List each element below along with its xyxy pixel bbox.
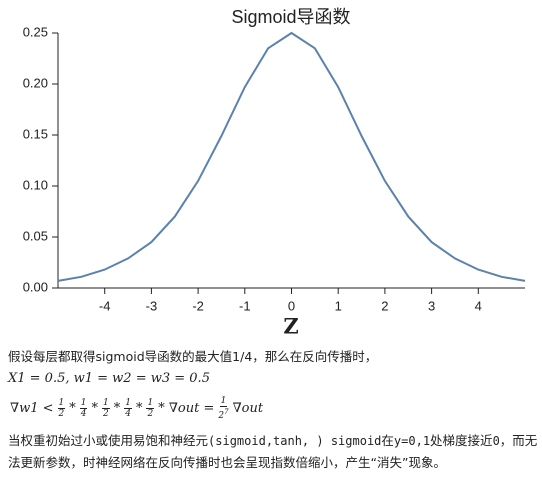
paragraph: 假设每层都取得sigmoid导函数的最大值1/4，那么在反向传播时，	[8, 349, 378, 364]
numerator: 1	[146, 398, 155, 409]
formula: X1 = 0.5, w1 = w2 = w3 = 0.5	[8, 371, 210, 386]
formula: ∇w1 <1 2 * 1 4 * 1 2 * 1 4 * 1 2 * ∇out = 1 27 ∇out	[8, 396, 538, 421]
y-tick-label: 0.25	[23, 24, 48, 39]
denominator: 27	[218, 408, 229, 421]
numerator: 1	[124, 398, 132, 409]
denominator: 2	[58, 409, 65, 419]
x-tick-label: 2	[381, 298, 388, 313]
numerator: 1	[79, 398, 88, 409]
chart: Sigmoid导函数 Z 0.00 0.05 0.10 0.15 0.20 0.25 -4 -…	[23, 7, 526, 339]
x-tick-label: -3	[146, 298, 158, 313]
text: ，而无法更新参数，时神经网络在反向传播时也会呈现指数倍缩小，产生“消失”现象。	[8, 433, 538, 470]
x-tick-label: -4	[99, 298, 111, 313]
paragraph: 当权重初始过小或使用易饱和神经元(sigmoid,tanh, ) sigmoid…	[8, 430, 538, 474]
chart-title: Sigmoid导函数	[231, 7, 350, 27]
x-tick-label: 4	[475, 298, 482, 313]
formula-text: *	[91, 401, 98, 416]
y-tick-label: 0.10	[23, 177, 48, 192]
x-tick-label: 0	[288, 298, 295, 313]
formula-text: *	[135, 401, 143, 416]
x-tick-label: 1	[335, 298, 342, 313]
text: 在	[381, 433, 394, 448]
x-tick-label: 3	[428, 298, 435, 313]
formula-text: ∇w1 <	[10, 401, 54, 416]
code-text: y=0,1	[393, 434, 431, 448]
y-tick-label: 0.15	[23, 126, 48, 141]
denominator: 2	[102, 409, 109, 419]
numerator: 1	[101, 398, 110, 409]
x-tick-label: -1	[239, 298, 251, 313]
code-text: 0	[492, 434, 500, 448]
numerator: 1	[219, 396, 228, 407]
denominator: 4	[80, 409, 87, 419]
formula-text: *	[69, 401, 76, 416]
text: 处梯度接近	[430, 433, 493, 448]
code-text: (sigmoid,tanh, ) sigmoid	[208, 434, 382, 448]
y-tick-label: 0.20	[23, 75, 48, 90]
numerator: 1	[57, 398, 66, 409]
denominator: 2	[147, 409, 154, 419]
text: 当权重初始过小或使用易饱和神经元	[8, 433, 209, 448]
x-axis-label: Z	[283, 314, 298, 339]
x-tick-label: -2	[192, 298, 204, 313]
denominator: 4	[125, 409, 131, 419]
formula-text: *	[113, 401, 121, 416]
y-tick-label: 0.05	[23, 228, 48, 243]
formula-text: ∇out	[232, 401, 264, 416]
fraction: 1 27	[218, 396, 228, 421]
exponent: 7	[224, 408, 229, 416]
y-tick-label: 0.00	[23, 279, 48, 294]
formula-text: * ∇out =	[158, 401, 215, 416]
line	[57, 31, 526, 282]
